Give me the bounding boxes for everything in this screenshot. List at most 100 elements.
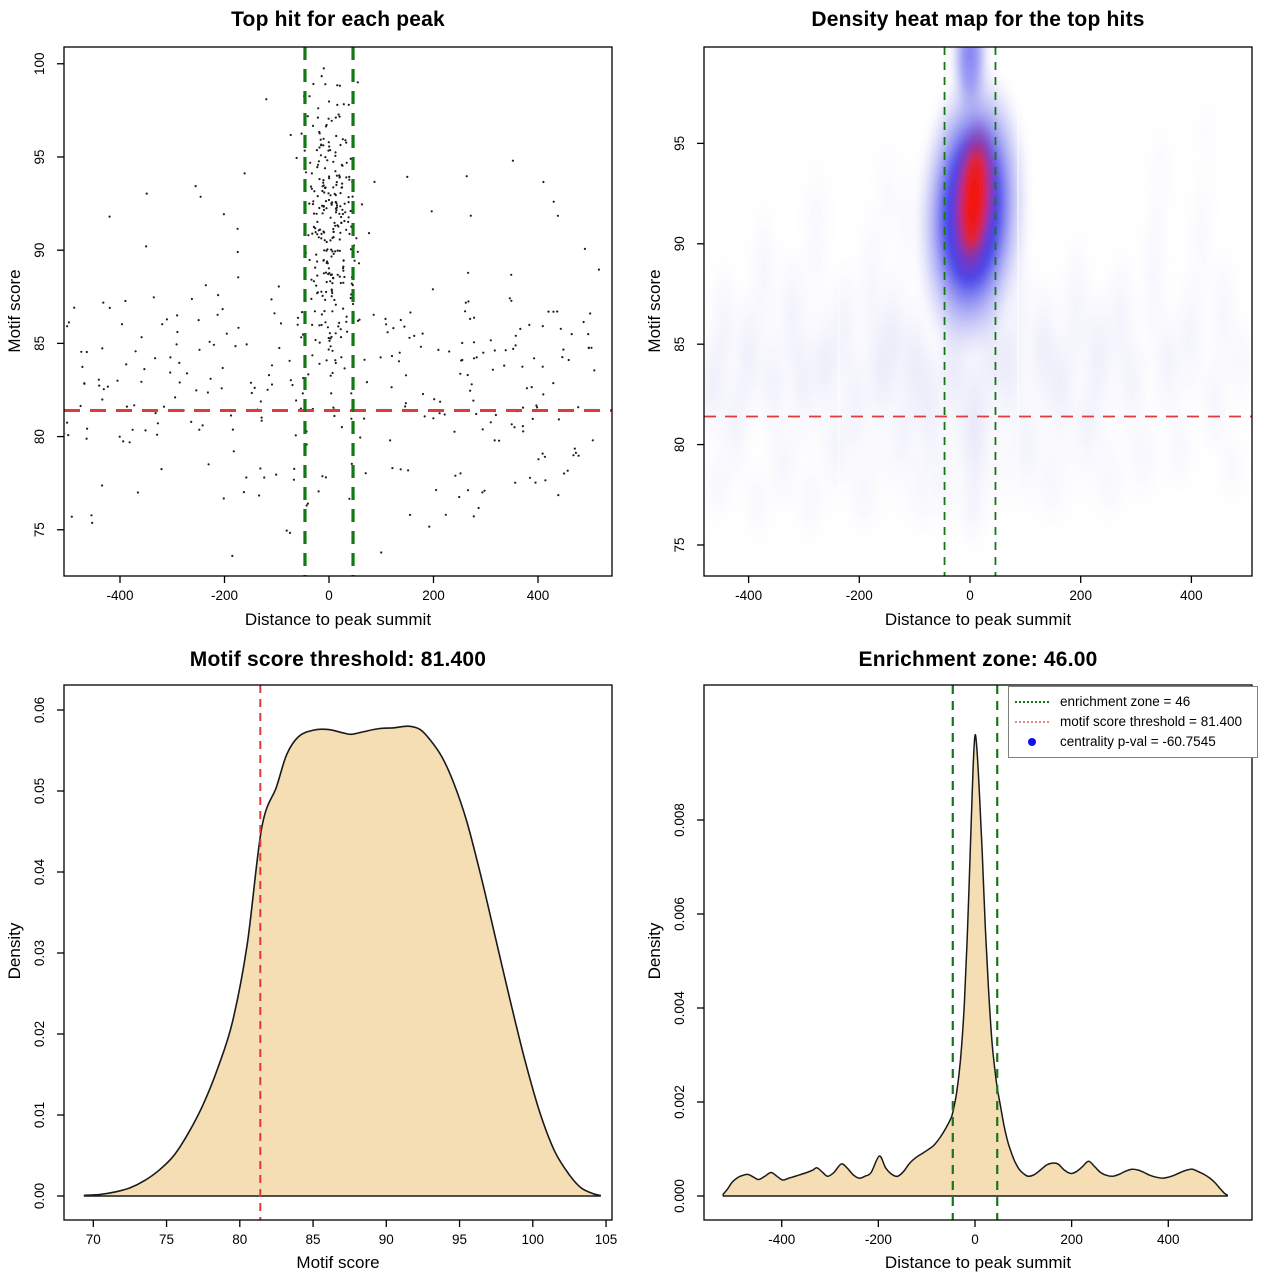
y-tick-label: 75 — [672, 537, 687, 552]
heat-blob — [823, 384, 849, 505]
x-axis-label: Distance to peak summit — [884, 1253, 1072, 1272]
density-plot-canvas: -400 -200 0 200 400 0.000 0.002 0.004 0.006 0.008 — [672, 684, 1253, 1247]
chart-title: Density heat map for the top hits — [811, 8, 1145, 31]
x-axis-label: Motif score — [296, 1253, 380, 1272]
heat-blob — [852, 444, 875, 545]
x-tick-label: -400 — [106, 588, 133, 603]
x-axis-ticks: -400 -200 0 200 400 — [106, 576, 549, 603]
chart-title: Motif score threshold: 81.400 — [189, 648, 487, 671]
y-tick-label: 90 — [672, 236, 687, 251]
heat-blob — [1231, 304, 1252, 425]
panel-distance-density: Enrichment zone: 46.00 Density -400 -200 0… — [640, 640, 1280, 1280]
render-artifact-line — [838, 47, 840, 576]
heat-blob — [1064, 213, 1089, 395]
density-area — [722, 733, 1228, 1197]
x-tick-label: 80 — [232, 1232, 247, 1247]
y-tick-label: 85 — [672, 337, 687, 352]
x-tick-label: 400 — [527, 588, 550, 603]
y-tick-label: 0.04 — [32, 858, 47, 885]
plot-frame — [703, 46, 1253, 577]
heat-blob — [798, 454, 823, 555]
heat-blob — [744, 454, 770, 555]
x-tick-label: 200 — [1060, 1232, 1083, 1247]
y-tick-label: 0.00 — [32, 1183, 47, 1209]
x-tick-label: 0 — [971, 1232, 979, 1247]
heat-blob — [897, 133, 915, 315]
y-tick-label: 85 — [32, 336, 47, 351]
x-tick-label: -400 — [735, 588, 762, 603]
legend-label: centrality p-val = -60.7545 — [1060, 734, 1216, 749]
legend-label: motif score threshold = 81.400 — [1060, 714, 1242, 729]
x-axis-ticks: 70 75 80 85 90 95 100 105 — [86, 1220, 618, 1247]
blue-dot-icon — [1013, 738, 1051, 746]
heat-blob — [806, 133, 827, 335]
heat-blob — [932, 424, 951, 545]
heat-blob — [1221, 412, 1242, 525]
x-tick-label: 95 — [452, 1232, 467, 1247]
y-axis-ticks: 75 80 85 90 95 — [672, 136, 704, 552]
x-tick-label: 200 — [422, 588, 445, 603]
heat-blob — [879, 253, 906, 415]
heat-blob — [1199, 77, 1215, 190]
y-tick-label: 95 — [32, 149, 47, 164]
heat-blob — [1016, 384, 1039, 505]
x-tick-label: 400 — [1157, 1232, 1180, 1247]
y-tick-label: 0.008 — [672, 803, 687, 837]
x-tick-label: 105 — [595, 1232, 618, 1247]
dotted-green-line-icon — [1013, 701, 1051, 703]
legend-item-centrality-pval: centrality p-val = -60.7545 — [1013, 734, 1251, 750]
heat-blob — [878, 113, 896, 274]
y-tick-label: 75 — [32, 522, 47, 537]
x-tick-label: 75 — [159, 1232, 174, 1247]
heat-blob — [1085, 273, 1113, 435]
y-tick-label: 90 — [32, 243, 47, 258]
heat-blob — [1132, 398, 1155, 511]
x-tick-label: 200 — [1069, 588, 1092, 603]
x-tick-label: 90 — [379, 1232, 394, 1247]
heat-center-hotspot — [913, 47, 1031, 365]
x-tick-label: -200 — [211, 588, 238, 603]
heatmap-density-field — [704, 47, 1252, 576]
heat-blob — [1041, 434, 1062, 535]
x-tick-label: 70 — [86, 1232, 101, 1247]
heatmap-plot-canvas: -400 -200 0 200 400 75 80 85 90 95 — [672, 46, 1253, 603]
y-tick-label: 0.000 — [672, 1179, 687, 1213]
panel-top-hit-scatter: Top hit for each peak Motif score -400 -2… — [0, 0, 640, 640]
render-artifact-line — [1017, 47, 1019, 576]
y-tick-label: 0.02 — [32, 1021, 47, 1047]
dotted-red-line-icon — [1013, 721, 1051, 723]
heat-blob — [1098, 434, 1122, 535]
x-tick-label: 400 — [1180, 588, 1203, 603]
legend-item-enrichment-zone: enrichment zone = 46 — [1013, 694, 1251, 710]
y-tick-label: 0.01 — [32, 1102, 47, 1128]
density-plot-canvas: 70 75 80 85 90 95 100 105 0.00 0.01 0.02 0.03 0.04 0.… — [32, 684, 618, 1247]
legend-item-motif-threshold: motif score threshold = 81.400 — [1013, 714, 1251, 730]
density-area — [83, 725, 601, 1197]
heat-blob — [1211, 233, 1236, 395]
y-tick-label: 80 — [32, 429, 47, 444]
plot-frame — [63, 46, 613, 577]
plot-legend: enrichment zone = 46 motif score thresho… — [1008, 686, 1258, 758]
y-tick-label: 0.002 — [672, 1085, 687, 1119]
y-tick-label: 0.006 — [672, 897, 687, 931]
scatter-plot-canvas: -400 -200 0 200 400 75 80 85 90 95 100 — [32, 46, 613, 603]
x-axis-label: Distance to peak summit — [884, 610, 1072, 629]
x-axis-ticks: -400 -200 0 200 400 — [768, 1220, 1180, 1247]
x-axis-label: Distance to peak summit — [244, 610, 432, 629]
y-axis-ticks: 0.00 0.01 0.02 0.03 0.04 0.05 0.06 — [32, 697, 64, 1209]
x-tick-label: 85 — [306, 1232, 321, 1247]
y-tick-label: 80 — [672, 437, 687, 452]
y-tick-label: 0.03 — [32, 940, 47, 966]
x-tick-label: 100 — [522, 1232, 545, 1247]
x-tick-label: -400 — [768, 1232, 795, 1247]
heat-blob — [1152, 103, 1170, 244]
heat-blob — [960, 458, 985, 559]
y-tick-label: 95 — [672, 136, 687, 151]
legend-label: enrichment zone = 46 — [1060, 694, 1191, 709]
panel-density-heatmap: Density heat map for the top hits Motif … — [640, 0, 1280, 640]
chart-title: Enrichment zone: 46.00 — [858, 648, 1098, 671]
scatter-points — [65, 67, 601, 558]
y-tick-label: 0.06 — [32, 697, 47, 723]
y-tick-label: 0.004 — [672, 991, 687, 1025]
